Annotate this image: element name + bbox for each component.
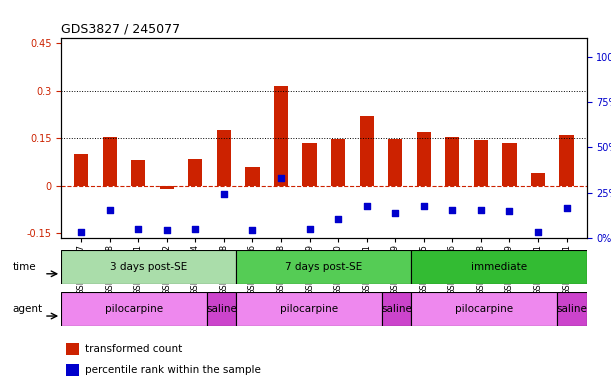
- Point: [447, 207, 457, 213]
- Bar: [274, 86, 288, 186]
- Bar: [531, 173, 545, 186]
- Point: [533, 228, 543, 235]
- Bar: [560, 135, 574, 186]
- FancyBboxPatch shape: [411, 292, 557, 326]
- Bar: [502, 143, 516, 186]
- Point: [133, 225, 143, 232]
- Text: pilocarpine: pilocarpine: [455, 304, 513, 314]
- Point: [390, 210, 400, 216]
- Point: [362, 203, 371, 209]
- Text: saline: saline: [381, 304, 412, 314]
- Bar: [388, 139, 403, 186]
- Bar: [359, 116, 374, 186]
- Point: [219, 190, 229, 197]
- Text: immediate: immediate: [471, 262, 527, 272]
- FancyBboxPatch shape: [61, 292, 207, 326]
- FancyBboxPatch shape: [382, 292, 411, 326]
- Point: [562, 205, 571, 211]
- Text: transformed count: transformed count: [85, 344, 182, 354]
- Bar: [159, 186, 174, 189]
- FancyBboxPatch shape: [236, 250, 411, 284]
- Text: pilocarpine: pilocarpine: [280, 304, 338, 314]
- Text: saline: saline: [207, 304, 237, 314]
- Bar: [67, 364, 79, 376]
- Text: GDS3827 / 245077: GDS3827 / 245077: [61, 23, 180, 36]
- Point: [476, 207, 486, 213]
- FancyBboxPatch shape: [411, 250, 587, 284]
- Point: [276, 175, 286, 181]
- Bar: [131, 161, 145, 186]
- Bar: [417, 132, 431, 186]
- Point: [419, 203, 429, 209]
- Point: [305, 225, 315, 232]
- Bar: [331, 139, 345, 186]
- Point: [191, 225, 200, 232]
- Bar: [188, 159, 202, 186]
- Bar: [103, 137, 117, 186]
- Bar: [74, 154, 88, 186]
- Text: saline: saline: [557, 304, 587, 314]
- Point: [76, 228, 86, 235]
- Point: [104, 207, 114, 213]
- Text: 7 days post-SE: 7 days post-SE: [285, 262, 362, 272]
- Bar: [67, 343, 79, 355]
- Bar: [445, 137, 459, 186]
- Point: [162, 227, 172, 233]
- FancyBboxPatch shape: [557, 292, 587, 326]
- Text: percentile rank within the sample: percentile rank within the sample: [85, 365, 261, 375]
- Point: [333, 216, 343, 222]
- Bar: [217, 130, 231, 186]
- FancyBboxPatch shape: [236, 292, 382, 326]
- FancyBboxPatch shape: [61, 250, 236, 284]
- Point: [247, 227, 257, 233]
- Point: [505, 208, 514, 214]
- Bar: [302, 143, 316, 186]
- FancyBboxPatch shape: [207, 292, 236, 326]
- Text: pilocarpine: pilocarpine: [105, 304, 163, 314]
- Bar: [474, 140, 488, 186]
- Text: time: time: [12, 262, 36, 272]
- Text: agent: agent: [12, 304, 42, 314]
- Bar: [245, 167, 260, 186]
- Text: 3 days post-SE: 3 days post-SE: [110, 262, 188, 272]
